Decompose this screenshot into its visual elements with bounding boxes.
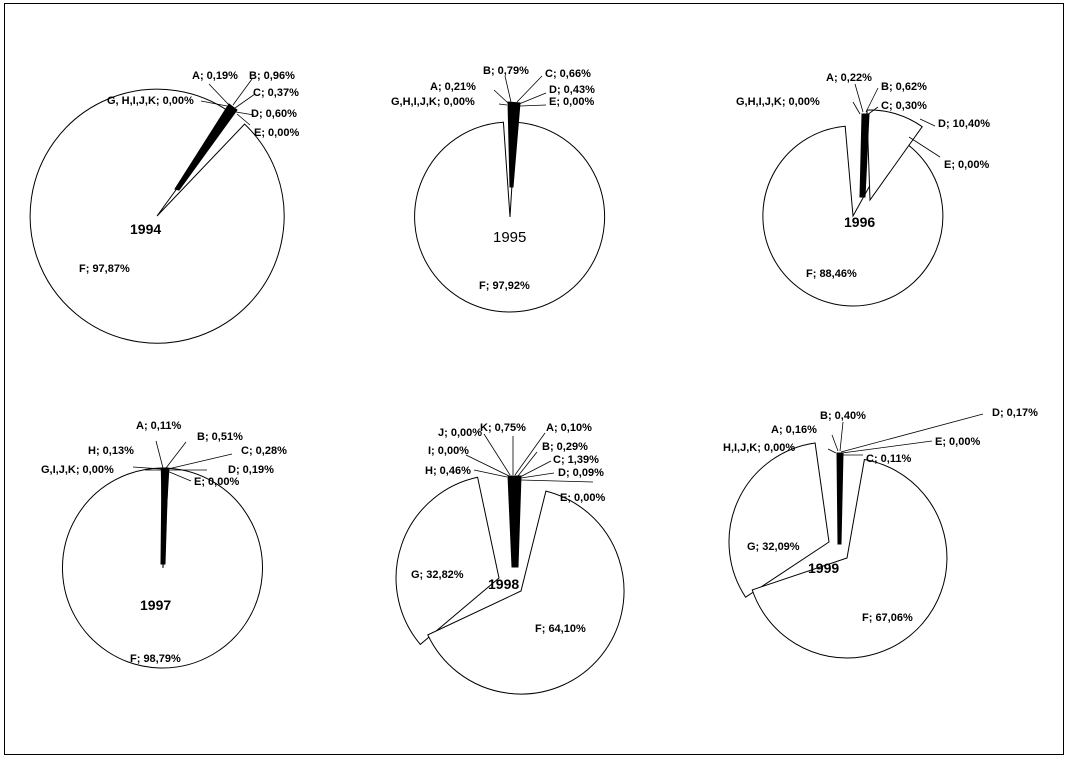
label-1996-A: A; 0,22% bbox=[826, 72, 872, 84]
label-1997-D: D; 0,19% bbox=[228, 464, 274, 476]
label-1997-A: A; 0,11% bbox=[136, 420, 181, 432]
slice-1998-F bbox=[427, 490, 625, 695]
year-1996: 1996 bbox=[844, 214, 875, 230]
label-1997-G: G,I,J,K; 0,00% bbox=[41, 464, 114, 476]
pie-1994: A; 0,19% B; 0,96% C; 0,37% D; 0,60% E; 0… bbox=[29, 70, 299, 344]
label-1998-A: A; 0,10% bbox=[546, 422, 592, 434]
label-1994-F: F; 97,87% bbox=[79, 263, 130, 275]
slice-1995-F bbox=[414, 121, 606, 313]
slice-1999-F bbox=[751, 458, 948, 659]
label-1996-C: C; 0,30% bbox=[881, 100, 927, 112]
label-1995-E: E; 0,00% bbox=[549, 96, 594, 108]
chart-frame: A; 0,19% B; 0,96% C; 0,37% D; 0,60% E; 0… bbox=[4, 3, 1064, 755]
label-1998-C: C; 1,39% bbox=[553, 454, 599, 466]
label-1994-C: C; 0,37% bbox=[253, 87, 299, 99]
label-1998-E: E; 0,00% bbox=[560, 492, 605, 504]
pie-1999: D; 0,17% A; 0,16% B; 0,40% E; 0,00% H,I,… bbox=[723, 407, 1038, 659]
label-1998-F: F; 64,10% bbox=[535, 623, 586, 635]
slice-1994-small bbox=[174, 103, 238, 191]
label-1995-A: A; 0,21% bbox=[430, 81, 476, 93]
year-1997: 1997 bbox=[140, 597, 171, 613]
year-1995: 1995 bbox=[493, 229, 526, 246]
label-1999-D: D; 0,17% bbox=[992, 407, 1038, 419]
label-1995-D: D; 0,43% bbox=[549, 84, 595, 96]
label-1997-E: E; 0,00% bbox=[194, 476, 239, 488]
year-1998: 1998 bbox=[488, 576, 519, 592]
label-1998-G: G; 32,82% bbox=[411, 569, 464, 581]
label-1996-G: G,H,I,J,K; 0,00% bbox=[736, 96, 820, 108]
label-1999-G: G; 32,09% bbox=[747, 541, 800, 553]
label-1996-F: F; 88,46% bbox=[806, 268, 857, 280]
year-1994: 1994 bbox=[130, 221, 161, 237]
label-1997-B: B; 0,51% bbox=[197, 431, 243, 443]
pie-1998: J; 0,00% K; 0,75% A; 0,10% I; 0,00% B; 0… bbox=[395, 422, 625, 695]
pie-1996: A; 0,22% B; 0,62% G,H,I,J,K; 0,00% C; 0,… bbox=[736, 72, 990, 307]
label-1999-H: H,I,J,K; 0,00% bbox=[723, 442, 795, 454]
slice-1994-F bbox=[29, 88, 285, 344]
label-1996-D: D; 10,40% bbox=[938, 118, 990, 130]
label-1998-J: J; 0,00% bbox=[438, 427, 482, 439]
label-1994-G: G, H,I,J,K; 0,00% bbox=[107, 95, 194, 107]
label-1999-B: B; 0,40% bbox=[820, 410, 866, 422]
label-1994-E: E; 0,00% bbox=[254, 127, 299, 139]
slice-1995-small bbox=[507, 101, 521, 188]
label-1994-A: A; 0,19% bbox=[192, 70, 238, 82]
slice-1997-small bbox=[160, 467, 169, 565]
label-1999-C: C; 0,11% bbox=[866, 453, 911, 465]
label-1995-F: F; 97,92% bbox=[479, 280, 530, 292]
slice-1998-G bbox=[395, 476, 500, 646]
pie-1997: A; 0,11% B; 0,51% H; 0,13% C; 0,28% G,I,… bbox=[41, 420, 287, 669]
label-1997-H: H; 0,13% bbox=[88, 445, 134, 457]
label-1997-C: C; 0,28% bbox=[241, 445, 287, 457]
slice-1996-small bbox=[859, 113, 870, 198]
label-1998-B: B; 0,29% bbox=[542, 441, 588, 453]
label-1996-E: E; 0,00% bbox=[944, 159, 989, 171]
pie-charts-canvas: A; 0,19% B; 0,96% C; 0,37% D; 0,60% E; 0… bbox=[29, 65, 1038, 695]
label-1994-B: B; 0,96% bbox=[249, 70, 295, 82]
slice-1998-small bbox=[507, 475, 522, 568]
label-1998-K: K; 0,75% bbox=[480, 422, 526, 434]
slice-1999-small bbox=[836, 452, 844, 545]
label-1995-C: C; 0,66% bbox=[545, 68, 591, 80]
slice-1999-G bbox=[728, 442, 830, 598]
label-1998-H: H; 0,46% bbox=[425, 465, 471, 477]
label-1999-F: F; 67,06% bbox=[862, 612, 913, 624]
label-1996-B: B; 0,62% bbox=[881, 81, 927, 93]
label-1997-F: F; 98,79% bbox=[130, 653, 181, 665]
slice-1997-F bbox=[61, 467, 263, 669]
label-1999-E: E; 0,00% bbox=[935, 436, 980, 448]
pie-1995: B; 0,79% C; 0,66% A; 0,21% D; 0,43% G,H,… bbox=[391, 65, 606, 313]
label-1998-I: I; 0,00% bbox=[428, 445, 469, 457]
label-1999-A: A; 0,16% bbox=[771, 424, 817, 436]
slice-1996-F bbox=[762, 125, 944, 307]
label-1994-D: D; 0,60% bbox=[251, 108, 297, 120]
label-1995-B: B; 0,79% bbox=[483, 65, 529, 77]
label-1995-G: G,H,I,J,K; 0,00% bbox=[391, 96, 475, 108]
label-1998-D: D; 0,09% bbox=[558, 467, 604, 479]
year-1999: 1999 bbox=[808, 560, 839, 576]
